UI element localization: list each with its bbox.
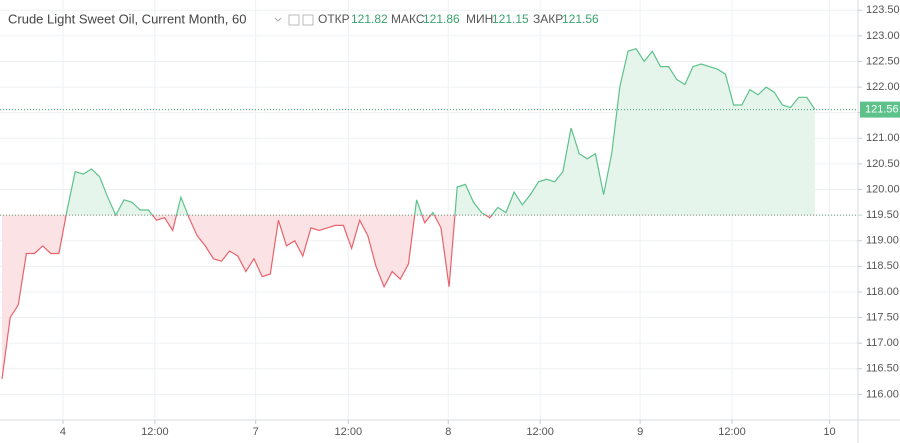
- y-tick-label: 119.00: [866, 235, 899, 247]
- y-tick-label: 119.50: [866, 209, 899, 221]
- last-price-tag: [860, 101, 900, 118]
- y-tick-label: 120.50: [866, 158, 900, 170]
- chevron: [274, 17, 282, 22]
- x-tick-label: 9: [637, 426, 643, 438]
- price-line: [1, 47, 816, 380]
- open-label: ОТКР: [318, 12, 350, 26]
- low-value: 121.15: [492, 12, 529, 26]
- title: Crude Light Sweet Oil, Current Month, 60: [8, 11, 246, 26]
- x-tick-label: 7: [253, 426, 259, 438]
- x-tick-label: 12:00: [526, 426, 554, 438]
- x-tick-label: 12:00: [718, 426, 746, 438]
- high-label: МАКС: [391, 12, 425, 26]
- y-tick-label: 117.50: [866, 311, 899, 323]
- y-tick-label: 122.50: [866, 55, 900, 67]
- y-tick-label: 116.00: [866, 388, 899, 400]
- axis: 116.00 116.50 117.00 117.50 118.00 118.50 119.…: [60, 4, 900, 438]
- y-tick-label: 120.00: [866, 183, 900, 195]
- y-tick-label: 116.50: [866, 363, 899, 375]
- low-label: МИН: [466, 12, 493, 26]
- y-tick-label: 123.00: [866, 30, 900, 42]
- x-tick-label: 8: [445, 426, 451, 438]
- close-value: 121.56: [562, 12, 599, 26]
- y-tick-label: 122.00: [866, 81, 900, 93]
- y-tick-label: 118.00: [866, 286, 899, 298]
- close-label: ЗАКР: [533, 12, 563, 26]
- icon[interactable]: [288, 14, 300, 26]
- y-tick-label: 117.00: [866, 337, 899, 349]
- grid: [0, 0, 858, 420]
- plot: [0, 47, 858, 380]
- x-tick-label: 10: [823, 426, 835, 438]
- header: Crude Light Sweet Oil, Current Month, 60…: [8, 11, 599, 26]
- x-tick-label: 12:00: [335, 426, 363, 438]
- x-tick-label: 12:00: [141, 426, 169, 438]
- x-tick-label: 4: [60, 426, 66, 438]
- open-value: 121.82: [351, 12, 388, 26]
- high-value: 121.86: [423, 12, 460, 26]
- last-price-label: 121.56: [865, 104, 899, 116]
- y-tick-label: 118.50: [866, 260, 899, 272]
- area-fill: [2, 48, 815, 379]
- icon[interactable]: [302, 14, 314, 26]
- y-tick-label: 123.50: [866, 4, 900, 16]
- y-tick-label: 121.00: [866, 132, 900, 144]
